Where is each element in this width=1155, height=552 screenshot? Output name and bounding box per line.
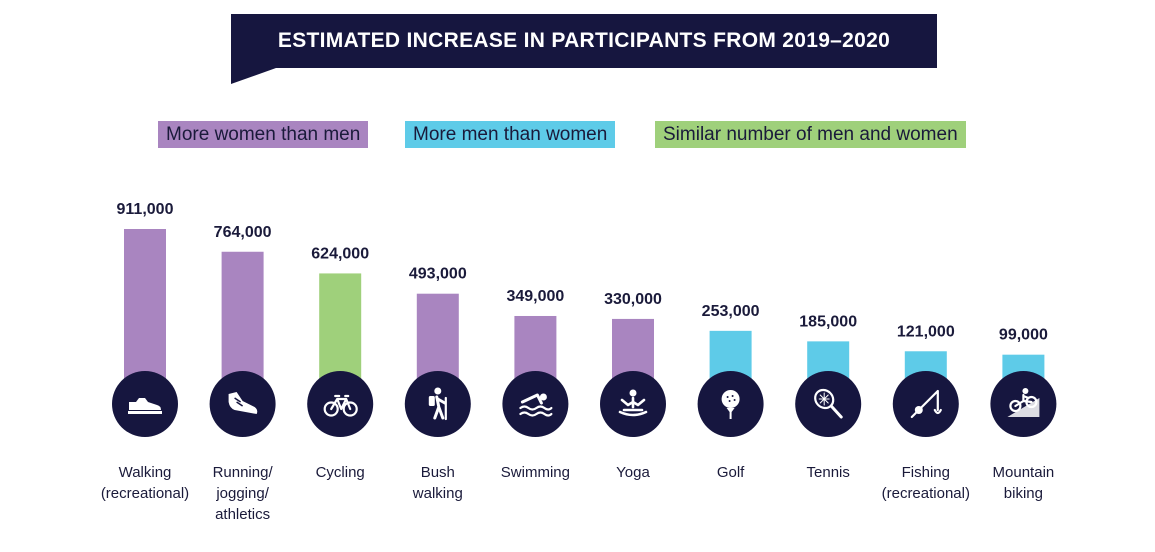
title-banner-tail (231, 68, 276, 84)
bar-0 (124, 229, 166, 380)
running-shoe-icon (228, 392, 258, 414)
bicycle-icon (323, 394, 358, 417)
icon-circle-7 (795, 371, 862, 437)
tennis-racket-icon (814, 388, 843, 419)
category-label-4: Swimming (501, 464, 570, 481)
bar-4 (514, 315, 557, 380)
data-label-3: 493,000 (409, 266, 467, 283)
yoga-icon (618, 389, 648, 417)
data-label-4: 349,000 (506, 288, 564, 305)
swimmer-icon (519, 393, 553, 417)
data-label-2: 624,000 (311, 245, 369, 262)
category-label-8: Fishing (recreational) (882, 464, 970, 502)
hiker-icon (428, 387, 447, 421)
mountain-bike-icon (1007, 388, 1040, 417)
bar-1 (221, 251, 264, 380)
bar-3 (416, 293, 459, 380)
data-label-9: 99,000 (999, 327, 1048, 344)
fishing-rod-icon (910, 389, 942, 419)
chart-title: ESTIMATED INCREASE IN PARTICIPANTS FROM … (231, 14, 937, 68)
data-label-8: 121,000 (897, 323, 955, 340)
category-label-1: Running/jogging/athletics (213, 464, 274, 523)
shoe-icon (128, 398, 162, 414)
golf-ball-icon (721, 390, 740, 419)
category-label-9: Mountain biking (993, 464, 1055, 502)
data-label-1: 764,000 (214, 224, 272, 241)
icon-circle-4 (502, 371, 569, 437)
data-label-0: 911,000 (117, 201, 174, 218)
bar-2 (319, 273, 362, 380)
data-label-7: 185,000 (799, 313, 857, 330)
legend: More women than men More men than women … (0, 121, 1155, 149)
data-label-5: 330,000 (604, 291, 662, 308)
legend-item-men: More men than women (405, 121, 616, 148)
legend-item-similar: Similar number of men and women (655, 121, 966, 148)
data-label-6: 253,000 (702, 303, 760, 320)
category-label-2: Cycling (316, 464, 365, 481)
category-label-7: Tennis (807, 464, 850, 481)
category-label-5: Yoga (616, 464, 650, 481)
legend-item-women: More women than men (158, 121, 369, 148)
icon-circle-9 (990, 371, 1057, 437)
title-banner-wrap: ESTIMATED INCREASE IN PARTICIPANTS FROM … (231, 14, 937, 84)
bar-5 (612, 318, 654, 380)
category-label-6: Golf (717, 464, 745, 481)
category-label-0: Walking (recreational) (101, 464, 189, 502)
category-label-3: Bush walking (412, 464, 463, 502)
